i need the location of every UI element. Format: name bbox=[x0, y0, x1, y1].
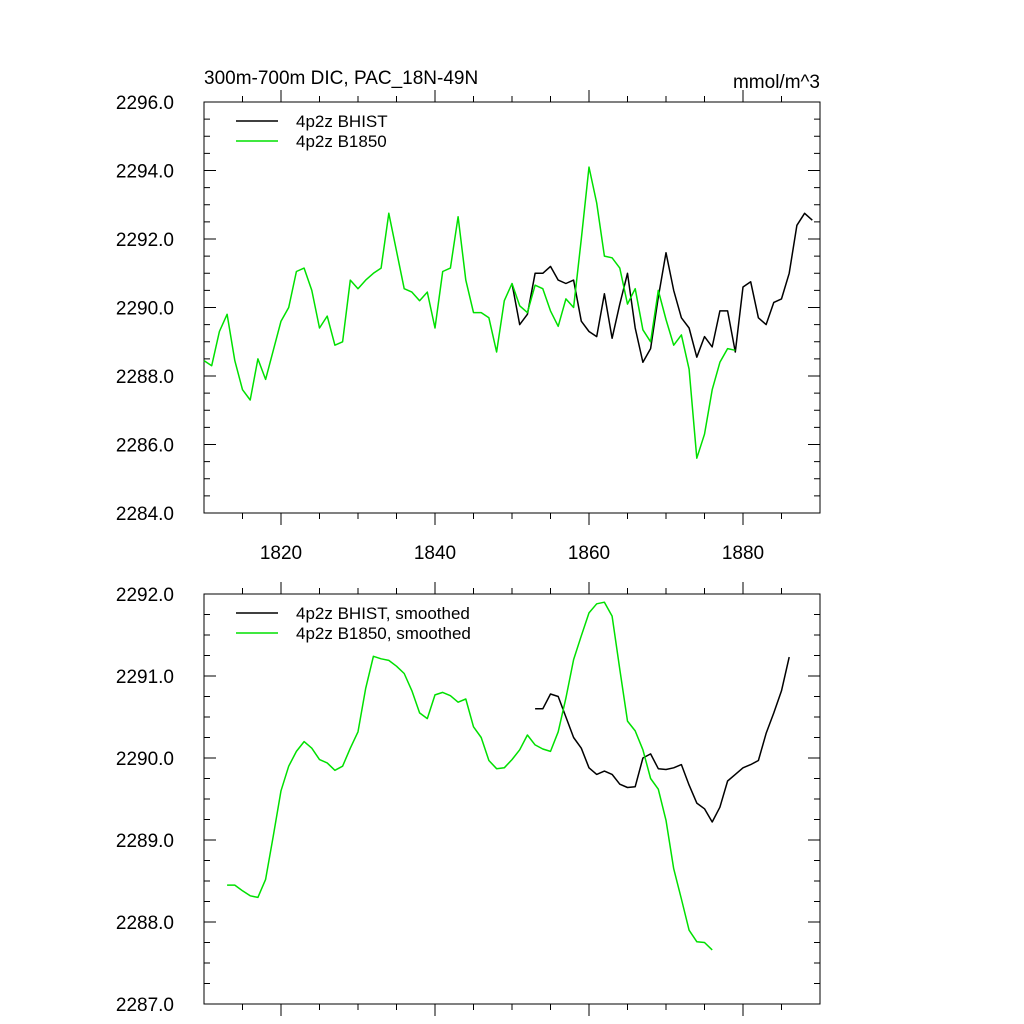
y-tick-label: 2284.0 bbox=[116, 504, 174, 525]
y-tick-label: 2289.0 bbox=[116, 831, 174, 852]
y-tick-label: 2296.0 bbox=[116, 93, 174, 114]
y-tick-label: 2290.0 bbox=[116, 299, 174, 320]
y-tick-label: 2292.0 bbox=[116, 230, 174, 251]
series-line-4p2z-b1850-smoothed bbox=[227, 601, 713, 951]
plot-frame bbox=[203, 101, 821, 514]
bottom-panel: 2287.0 2288.0 2289.0 2290.0 2291.0 2292.0 4p2z… bbox=[116, 582, 821, 1016]
legend-label: 4p2z B1850, smoothed bbox=[296, 624, 471, 643]
y-tick-label: 2294.0 bbox=[116, 162, 174, 183]
plot-frame bbox=[203, 593, 821, 1005]
legend-label: 4p2z B1850 bbox=[296, 132, 387, 151]
y-tick-label: 2291.0 bbox=[116, 667, 174, 688]
top-panel: 1820 1840 1860 1880 2284.0 2286.0 2288.0 2290.0… bbox=[116, 90, 821, 564]
y-tick-label: 2288.0 bbox=[116, 367, 174, 388]
x-tick-label: 1880 bbox=[722, 543, 764, 564]
x-tick-label: 1840 bbox=[414, 543, 456, 564]
y-tick-label: 2288.0 bbox=[116, 913, 174, 934]
y-tick-label: 2287.0 bbox=[116, 995, 174, 1016]
y-tick-label: 2292.0 bbox=[116, 585, 174, 606]
series-line-4p2z-bhist-smoothed bbox=[535, 656, 790, 823]
series-line-4p2z-b1850 bbox=[203, 166, 736, 459]
series-line-4p2z-bhist bbox=[511, 212, 813, 364]
chart-title: 300m-700m DIC, PAC_18N-49N bbox=[204, 68, 478, 89]
y-tick-label: 2286.0 bbox=[116, 436, 174, 457]
legend-label: 4p2z BHIST, smoothed bbox=[296, 604, 470, 623]
x-tick-label: 1860 bbox=[568, 543, 610, 564]
x-tick-label: 1820 bbox=[260, 543, 302, 564]
legend-label: 4p2z BHIST bbox=[296, 112, 388, 131]
y-tick-label: 2290.0 bbox=[116, 749, 174, 770]
units-label: mmol/m^3 bbox=[733, 72, 820, 93]
